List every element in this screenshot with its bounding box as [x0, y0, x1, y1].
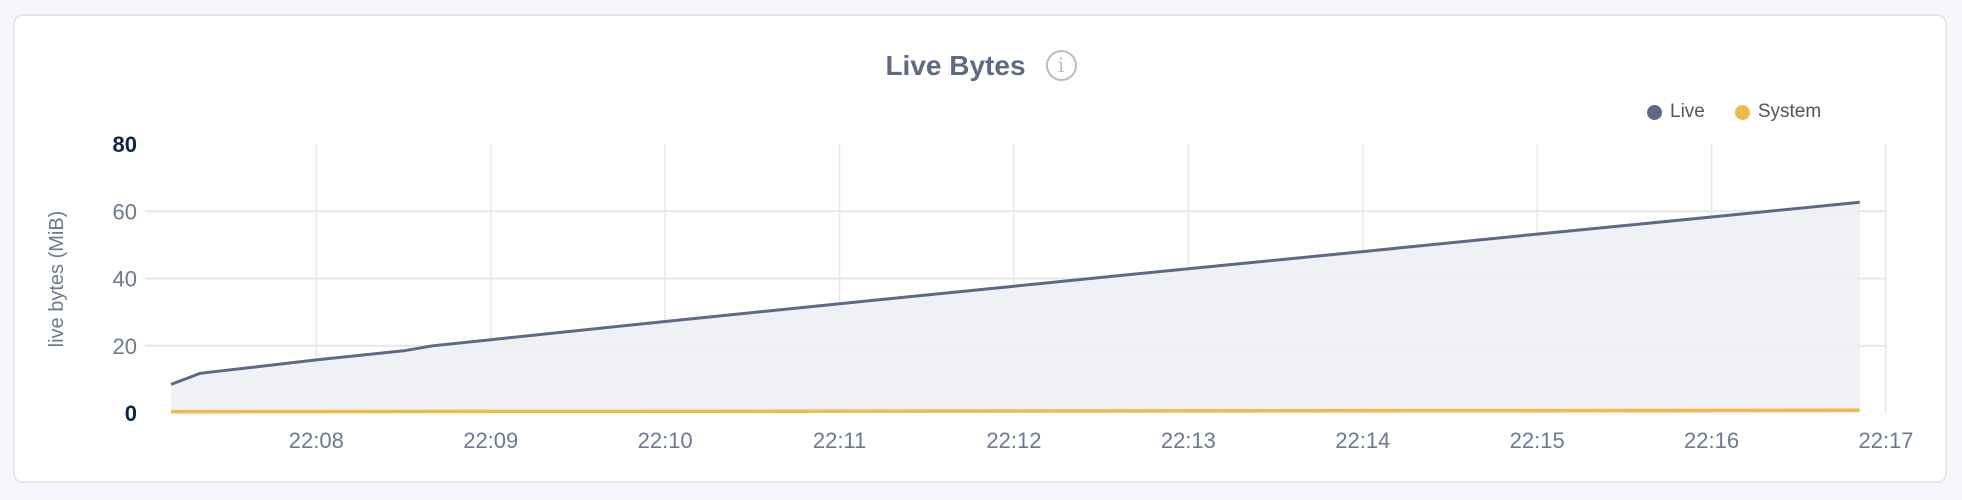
legend-label-system: System — [1757, 101, 1822, 122]
y-tick-label: 60 — [113, 199, 137, 224]
line-system — [170, 408, 1860, 414]
y-tick-label: 40 — [113, 267, 137, 292]
y-tick-label: 20 — [113, 334, 137, 359]
line-live — [170, 200, 1860, 386]
legend-dot-live — [1647, 104, 1662, 120]
legend-item-system[interactable]: System — [1734, 101, 1822, 123]
x-tick-label: 22:09 — [463, 428, 518, 453]
area-live — [171, 202, 1860, 413]
x-tick-label: 22:12 — [986, 428, 1041, 453]
legend: Live System — [1647, 101, 1821, 123]
x-tick-label: 22:15 — [1510, 428, 1565, 453]
info-icon[interactable]: i — [1045, 50, 1077, 82]
x-tick-label: 22:10 — [638, 428, 693, 453]
x-tick-label: 22:08 — [289, 428, 344, 453]
y-tick-label: 80 — [113, 132, 137, 157]
legend-item-live[interactable]: Live — [1647, 101, 1705, 123]
x-tick-label: 22:14 — [1335, 428, 1390, 453]
y-tick-label: 0 — [125, 401, 137, 426]
x-tick-label: 22:11 — [813, 428, 866, 453]
x-tick-label: 22:13 — [1161, 428, 1216, 453]
legend-label-live: Live — [1670, 101, 1705, 122]
y-axis-label: live bytes (MiB) — [46, 211, 68, 348]
x-tick-label: 22:17 — [1858, 428, 1913, 453]
x-tick-label: 22:16 — [1684, 428, 1739, 453]
chart-title-text: Live Bytes — [885, 49, 1026, 81]
chart-title: Live Bytes i — [0, 48, 1962, 82]
legend-dot-system — [1734, 104, 1750, 120]
